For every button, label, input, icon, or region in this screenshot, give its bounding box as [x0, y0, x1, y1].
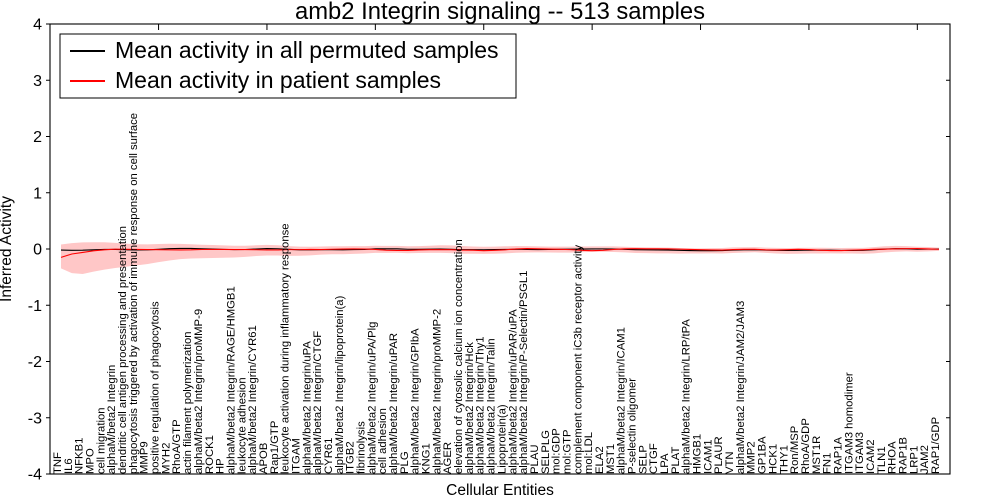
svg-text:4: 4	[33, 17, 42, 34]
svg-text:1: 1	[33, 185, 42, 202]
svg-text:-3: -3	[28, 410, 42, 427]
svg-text:-4: -4	[28, 467, 42, 484]
svg-text:Mean activity in patient sampl: Mean activity in patient samples	[115, 67, 441, 93]
svg-text:leukocyte activation during in: leukocyte activation during inflammatory…	[280, 223, 292, 474]
svg-text:RAP1/GDP: RAP1/GDP	[930, 417, 942, 474]
svg-text:amb2 Integrin signaling -- 513: amb2 Integrin signaling -- 513 samples	[295, 0, 705, 25]
svg-text:Mean activity in all permuted: Mean activity in all permuted samples	[115, 37, 499, 63]
svg-text:phagocytosis triggered by acti: phagocytosis triggered by activation of …	[128, 113, 140, 474]
svg-text:alphaM/beta2 Integrin/P-Select: alphaM/beta2 Integrin/P-Selectin/PSGL1	[518, 271, 530, 474]
svg-text:-1: -1	[28, 298, 42, 315]
svg-text:3: 3	[33, 73, 42, 90]
svg-text:-2: -2	[28, 354, 42, 371]
svg-text:Cellular Entities: Cellular Entities	[446, 482, 554, 499]
svg-text:Inferred Activity: Inferred Activity	[0, 196, 15, 302]
svg-text:2: 2	[33, 129, 42, 146]
svg-text:0: 0	[33, 242, 42, 259]
